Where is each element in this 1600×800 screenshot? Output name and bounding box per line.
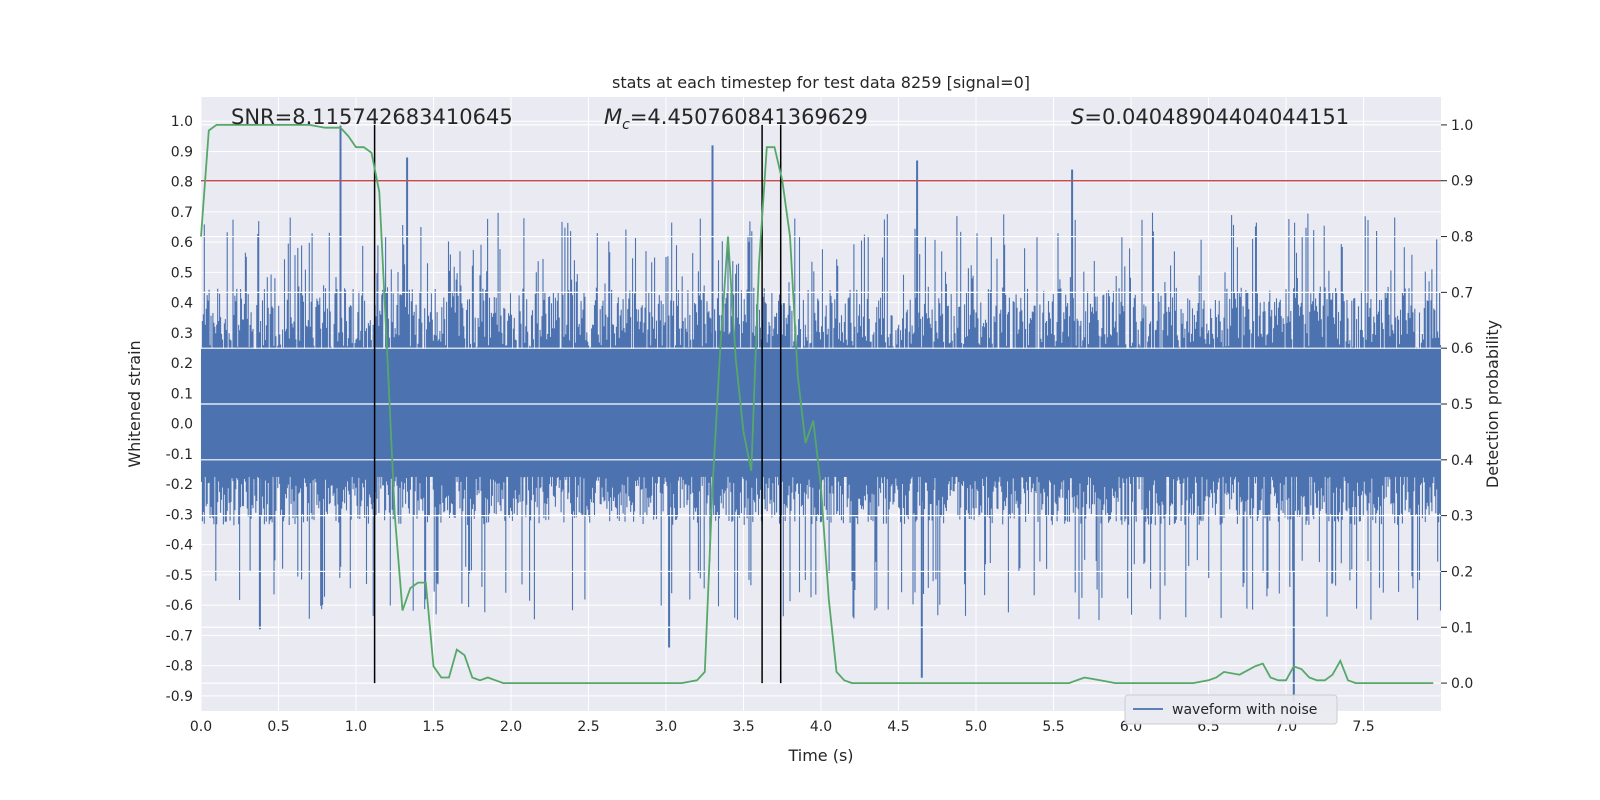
y-tick-label: -0.6 — [166, 598, 193, 614]
ticks: 0.0 0.5 1.0 1.5 2.0 2.5 3.0 3.5 4.0 4.5 5.0 5.5 6.0 6… — [166, 114, 1474, 735]
y-tick-label: 0.0 — [171, 417, 193, 433]
x-tick-label: 1.5 — [422, 719, 444, 735]
mc-annotation: Mc=4.450760841369629 — [604, 105, 868, 133]
y-tick-label: -0.1 — [166, 447, 193, 463]
x-tick-label: 0.0 — [190, 719, 212, 735]
snr-annotation: SNR=8.115742683410645 — [231, 105, 513, 129]
y-tick-label: 0.6 — [171, 235, 193, 251]
y-right-tick-label: 0.5 — [1451, 397, 1473, 413]
y-right-tick-label: 1.0 — [1451, 118, 1473, 134]
legend: waveform with noise — [1124, 694, 1338, 725]
y-axis-label: Whitened strain — [125, 340, 144, 467]
x-tick-label: 3.0 — [655, 719, 677, 735]
x-tick-label: 2.0 — [500, 719, 522, 735]
y-tick-label: -0.5 — [166, 568, 193, 584]
y-tick-label: -0.9 — [166, 689, 193, 705]
x-axis-label: Time (s) — [787, 746, 853, 765]
y-axis-right-label: Detection probability — [1483, 320, 1502, 488]
x-tick-label: 4.0 — [810, 719, 832, 735]
y-tick-label: 1.0 — [171, 114, 193, 130]
y-tick-label: 0.9 — [171, 144, 193, 160]
y-tick-label: -0.8 — [166, 659, 193, 675]
y-right-tick-label: 0.2 — [1451, 564, 1473, 580]
y-right-tick-label: 0.8 — [1451, 230, 1473, 246]
y-right-tick-label: 0.6 — [1451, 341, 1473, 357]
x-tick-label: 7.5 — [1352, 719, 1374, 735]
x-tick-label: 1.0 — [345, 719, 367, 735]
x-tick-label: 0.5 — [267, 719, 289, 735]
y-tick-label: 0.4 — [171, 296, 193, 312]
waveform-bars — [200, 124, 1442, 702]
y-right-tick-label: 0.3 — [1451, 509, 1473, 525]
s-annotation: S=0.04048904404044151 — [1071, 105, 1349, 129]
x-tick-label: 4.5 — [887, 719, 909, 735]
y-right-tick-label: 0.9 — [1451, 174, 1473, 190]
y-tick-label: -0.4 — [166, 538, 193, 554]
x-tick-label: 5.5 — [1042, 719, 1064, 735]
y-tick-label: 0.7 — [171, 205, 193, 221]
y-right-tick-label: 0.4 — [1451, 453, 1473, 469]
y-tick-label: -0.2 — [166, 477, 193, 493]
legend-box — [1124, 694, 1338, 725]
y-tick-label: 0.3 — [171, 326, 193, 342]
x-tick-label: 5.0 — [965, 719, 987, 735]
chart-title: stats at each timestep for test data 825… — [612, 73, 1030, 92]
x-tick-label: 2.5 — [577, 719, 599, 735]
y-right-tick-label: 0.1 — [1451, 620, 1473, 636]
y-tick-label: -0.7 — [166, 628, 193, 644]
y-right-tick-label: 0.7 — [1451, 285, 1473, 301]
detection-probability-line — [200, 124, 1434, 684]
y-tick-label: 0.5 — [171, 265, 193, 281]
y-tick-label: 0.1 — [171, 386, 193, 402]
y-tick-label: 0.2 — [171, 356, 193, 372]
overlay — [200, 124, 1441, 684]
legend-label: waveform with noise — [1172, 702, 1317, 718]
x-tick-label: 3.5 — [732, 719, 754, 735]
y-right-tick-label: 0.0 — [1451, 676, 1473, 692]
y-tick-label: -0.3 — [166, 507, 193, 523]
y-tick-label: 0.8 — [171, 175, 193, 191]
